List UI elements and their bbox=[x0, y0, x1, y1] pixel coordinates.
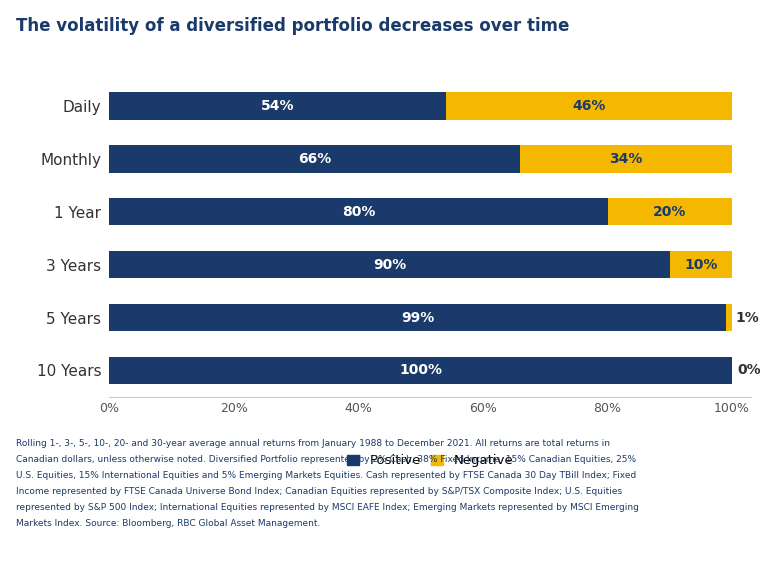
Bar bbox=[109, 198, 608, 226]
Text: 80%: 80% bbox=[342, 205, 375, 219]
Text: Markets Index. Source: Bloomberg, RBC Global Asset Management.: Markets Index. Source: Bloomberg, RBC Gl… bbox=[16, 519, 320, 528]
Text: represented by S&P 500 Index; International Equities represented by MSCI EAFE In: represented by S&P 500 Index; Internatio… bbox=[16, 503, 639, 512]
Text: Rolling 1-, 3-, 5-, 10-, 20- and 30-year average annual returns from January 198: Rolling 1-, 3-, 5-, 10-, 20- and 30-year… bbox=[16, 439, 610, 448]
Text: 0%: 0% bbox=[737, 363, 761, 378]
Bar bbox=[109, 92, 446, 120]
Bar bbox=[726, 304, 732, 331]
Bar bbox=[446, 92, 732, 120]
Bar bbox=[520, 145, 732, 172]
Text: 10%: 10% bbox=[684, 257, 718, 272]
Text: 100%: 100% bbox=[400, 363, 443, 378]
Text: U.S. Equities, 15% International Equities and 5% Emerging Markets Equities. Cash: U.S. Equities, 15% International Equitie… bbox=[16, 471, 636, 480]
Text: 20%: 20% bbox=[653, 205, 687, 219]
Text: 99%: 99% bbox=[401, 311, 434, 324]
Legend: Positive, Negative: Positive, Negative bbox=[347, 454, 513, 467]
Text: 1%: 1% bbox=[735, 311, 759, 324]
Text: 54%: 54% bbox=[261, 99, 294, 113]
Bar bbox=[109, 357, 732, 384]
Bar bbox=[109, 251, 670, 278]
Text: The volatility of a diversified portfolio decreases over time: The volatility of a diversified portfoli… bbox=[16, 17, 569, 35]
Text: 34%: 34% bbox=[609, 152, 643, 166]
Bar bbox=[109, 145, 520, 172]
Bar bbox=[608, 198, 732, 226]
Text: Income represented by FTSE Canada Universe Bond Index; Canadian Equities represe: Income represented by FTSE Canada Univer… bbox=[16, 487, 622, 496]
Bar bbox=[670, 251, 732, 278]
Text: Canadian dollars, unless otherwise noted. Diversified Portfolio represented by 2: Canadian dollars, unless otherwise noted… bbox=[16, 455, 636, 464]
Text: 46%: 46% bbox=[572, 99, 605, 113]
Text: 90%: 90% bbox=[373, 257, 407, 272]
Text: 66%: 66% bbox=[298, 152, 332, 166]
Bar bbox=[109, 304, 726, 331]
